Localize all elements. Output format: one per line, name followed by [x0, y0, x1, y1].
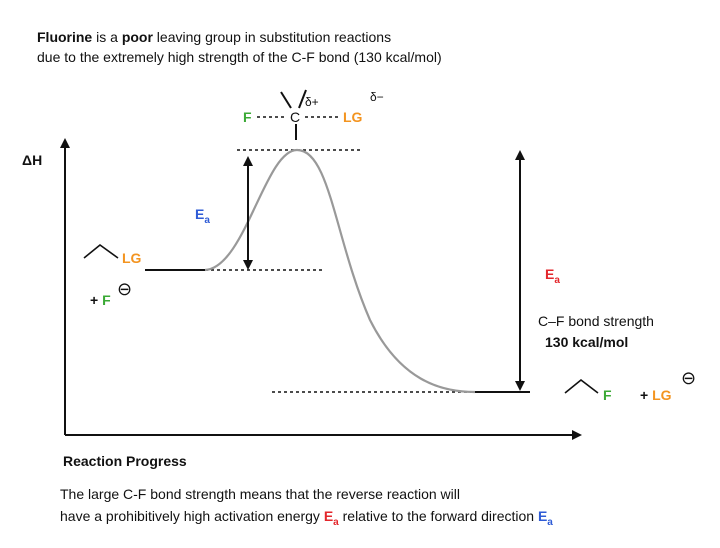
symbol: E — [538, 508, 547, 524]
text: relative to the forward direction — [339, 508, 538, 524]
reactant-nucleophile: + F — [90, 292, 111, 308]
fluoride: F — [102, 292, 111, 308]
bond — [280, 91, 292, 109]
ethyl-skeleton — [83, 243, 119, 259]
ts-fluorine: F — [243, 109, 252, 125]
note-line1: C–F bond strength — [538, 313, 654, 329]
bond — [298, 89, 307, 109]
energy-curve — [204, 148, 476, 394]
symbol: E — [324, 508, 333, 524]
delta-minus: δ− — [370, 90, 384, 104]
plus: + — [90, 292, 102, 308]
subscript: a — [333, 517, 339, 528]
ts-leaving-group: LG — [343, 109, 363, 125]
bold-text: Fluorine — [37, 29, 92, 45]
x-axis-label: Reaction Progress — [63, 453, 187, 469]
symbol: E — [545, 266, 554, 282]
ethyl-skeleton — [564, 378, 599, 394]
subscript: a — [204, 215, 210, 226]
header-line2: due to the extremely high strength of th… — [37, 49, 442, 65]
text: leaving group in substitution reactions — [153, 29, 391, 45]
note-line2: 130 kcal/mol — [545, 334, 628, 350]
bold-text: poor — [122, 29, 154, 45]
symbol: E — [195, 206, 204, 222]
text: have a prohibitively high activation ene… — [60, 508, 324, 524]
text: is a — [92, 29, 122, 45]
plus: + — [640, 387, 652, 403]
header-line1: Fluorine is a poor leaving group in subs… — [37, 29, 391, 45]
charge: ⊖ — [117, 279, 132, 299]
y-axis-label: ΔH — [22, 152, 42, 168]
charge: ⊖ — [681, 368, 696, 388]
product-lg: + LG — [640, 387, 672, 403]
ts-carbon: C — [290, 109, 300, 125]
footer-line2: have a prohibitively high activation ene… — [60, 508, 553, 528]
reactant-lg: LG — [122, 250, 142, 266]
leaving-group: LG — [652, 387, 672, 403]
subscript: a — [547, 517, 553, 528]
footer-line1: The large C-F bond strength means that t… — [60, 486, 460, 502]
reverse-ea: Ea — [545, 266, 560, 286]
subscript: a — [554, 275, 560, 286]
product-fluoride: F — [603, 387, 612, 403]
forward-ea: Ea — [195, 206, 210, 226]
delta-plus: δ+ — [305, 95, 319, 109]
